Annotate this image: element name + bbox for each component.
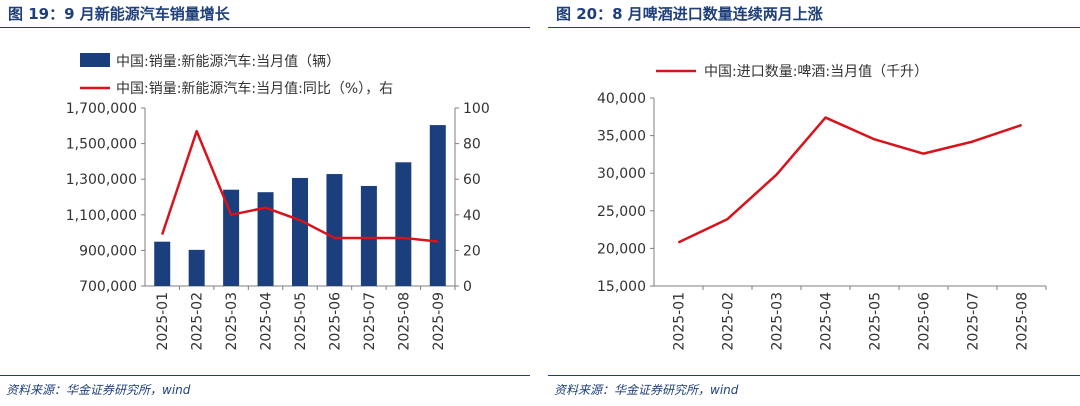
beer-import-point — [874, 138, 875, 140]
beer-import-point — [825, 117, 826, 119]
y-tick-label: 30,000 — [597, 166, 646, 182]
bar — [292, 177, 308, 286]
x-tick-label: 2025-02 — [721, 292, 737, 351]
yoy-point — [265, 207, 267, 209]
left-tick-label: 1,500,000 — [66, 137, 137, 153]
x-tick-label: 2025-06 — [327, 292, 343, 351]
x-tick-label: 2025-06 — [917, 292, 933, 351]
right-tick-label: 20 — [463, 243, 481, 259]
y-tick-label: 40,000 — [597, 91, 646, 107]
y-tick-label: 15,000 — [597, 279, 646, 295]
title-rule — [548, 27, 1080, 28]
x-tick-label: 2025-09 — [431, 292, 447, 351]
legend-label: 中国:销量:新能源汽车:当月值（辆） — [116, 53, 340, 70]
beer-import-point — [923, 153, 924, 155]
figure-title: 图 19：9 月新能源汽车销量增长 — [8, 5, 230, 23]
y-tick-label: 20,000 — [597, 241, 646, 257]
left-tick-label: 1,700,000 — [66, 101, 137, 117]
y-tick-label: 35,000 — [597, 129, 646, 145]
right-tick-label: 80 — [463, 137, 481, 153]
yoy-point — [402, 237, 404, 239]
x-tick-label: 2025-03 — [770, 292, 786, 351]
x-tick-label: 2025-04 — [819, 292, 835, 351]
bar — [326, 174, 343, 286]
x-tick-label: 2025-01 — [672, 292, 688, 351]
ev-sales-chart: 700,000 900,000 1,100,000 1,300,000 1,500,00… — [66, 53, 490, 351]
yoy-point — [368, 237, 370, 239]
yoy-point — [161, 233, 163, 235]
beer-imports-chart: 15,000 20,000 25,000 30,000 35,000 40,000 2025… — [597, 64, 1047, 351]
x-tick-label: 2025-07 — [362, 292, 378, 351]
beer-import-point — [727, 218, 728, 220]
beer-import-line — [677, 116, 1022, 244]
x-tick-label: 2025-03 — [224, 292, 240, 351]
source-rule — [0, 375, 530, 376]
yoy-point — [333, 237, 335, 239]
figure-20-panel: 图 20：8 月啤酒进口数量连续两月上涨 15,000 20,000 25,000 3… — [548, 0, 1080, 406]
beer-import-point — [972, 141, 973, 143]
figure-19-panel: 图 19：9 月新能源汽车销量增长 700,000 900,000 1,100,00… — [0, 0, 530, 406]
beer-import-point — [1021, 124, 1022, 126]
x-tick-label: 2025-05 — [868, 292, 884, 351]
x-tick-label: 2025-07 — [966, 292, 982, 351]
source-note: 资料来源：华金证券研究所，wind — [554, 383, 739, 397]
bar — [154, 241, 171, 286]
left-tick-label: 1,300,000 — [66, 172, 137, 188]
x-tick-label: 2025-04 — [259, 292, 275, 351]
x-tick-label: 2025-08 — [396, 292, 412, 351]
yoy-point — [230, 214, 232, 216]
title-rule — [0, 27, 530, 28]
x-tick-label: 2025-02 — [190, 292, 206, 351]
y-tick-label: 25,000 — [597, 204, 646, 220]
beer-import-point — [776, 174, 777, 176]
legend-swatch-bar — [80, 53, 110, 67]
bar — [188, 249, 205, 286]
yoy-point — [196, 130, 198, 132]
legend-label: 中国:进口数量:啤酒:当月值（千升） — [704, 64, 928, 80]
figure-title: 图 20：8 月啤酒进口数量连续两月上涨 — [556, 5, 823, 23]
beer-import-point — [678, 241, 679, 243]
yoy-point — [299, 219, 301, 221]
bar — [360, 185, 377, 286]
legend-label: 中国:销量:新能源汽车:当月值:同比（%），右 — [116, 80, 393, 97]
x-tick-label: 2025-05 — [293, 292, 309, 351]
x-tick-label: 2025-01 — [155, 292, 171, 351]
right-tick-label: 0 — [463, 279, 472, 295]
bar — [429, 125, 446, 286]
left-tick-label: 700,000 — [79, 279, 137, 295]
bar — [257, 192, 274, 286]
right-tick-label: 60 — [463, 172, 481, 188]
left-tick-label: 1,100,000 — [66, 208, 137, 224]
source-note: 资料来源：华金证券研究所，wind — [6, 383, 191, 397]
left-tick-label: 900,000 — [79, 243, 137, 259]
yoy-point — [437, 241, 439, 242]
bar — [395, 162, 412, 286]
x-tick-label: 2025-08 — [1015, 292, 1031, 351]
right-tick-label: 40 — [463, 208, 481, 224]
source-rule — [548, 375, 1080, 376]
right-tick-label: 100 — [463, 101, 490, 117]
